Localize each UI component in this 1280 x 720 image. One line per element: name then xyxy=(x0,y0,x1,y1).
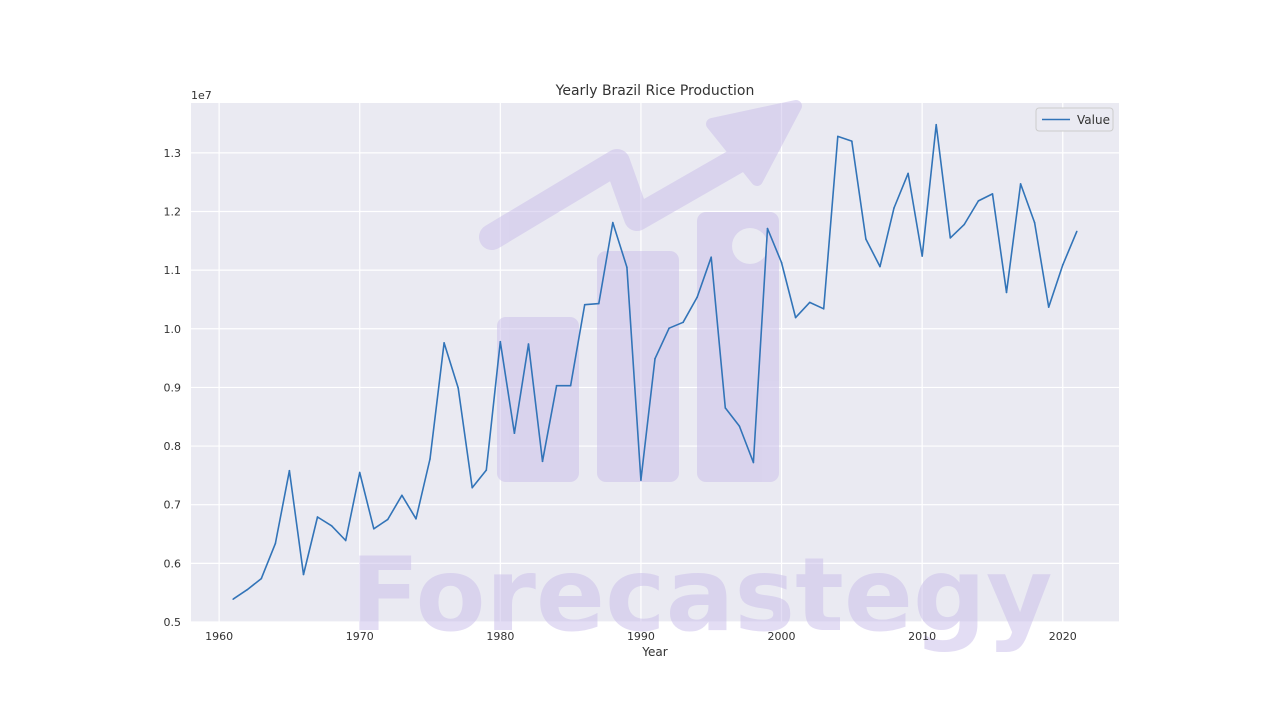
data-point xyxy=(387,518,389,521)
data-point xyxy=(471,486,474,489)
data-point xyxy=(836,135,839,138)
data-point xyxy=(485,469,488,471)
data-point xyxy=(302,573,305,576)
watermark-bar-1 xyxy=(497,317,579,482)
data-point xyxy=(794,316,797,319)
data-point xyxy=(569,384,572,387)
data-point xyxy=(415,517,417,520)
data-point xyxy=(260,577,263,580)
data-point xyxy=(541,460,544,463)
data-point xyxy=(232,598,234,600)
watermark-bar-3 xyxy=(697,212,779,482)
x-tick-label: 1960 xyxy=(205,630,233,643)
y-tick-label: 0.9 xyxy=(164,381,182,394)
x-tick-label: 2000 xyxy=(768,630,796,643)
data-point xyxy=(583,303,586,306)
data-point xyxy=(612,221,614,224)
y-tick-label: 0.6 xyxy=(164,557,182,570)
data-point xyxy=(316,516,319,518)
y-tick-label: 1.2 xyxy=(164,205,182,218)
data-point xyxy=(372,527,375,530)
data-point xyxy=(274,542,277,545)
x-axis-label: Year xyxy=(641,645,667,659)
watermark-dot xyxy=(732,228,768,264)
data-point xyxy=(710,256,713,259)
data-point xyxy=(738,425,741,427)
data-point xyxy=(358,471,361,474)
y-tick-label: 1.0 xyxy=(164,323,182,336)
y-tick-label: 1.3 xyxy=(164,147,182,160)
watermark-arrow-icon xyxy=(479,139,765,250)
y-tick-labels: 0.5 0.6 0.7 0.8 0.9 1.0 1.1 1.2 1.3 xyxy=(164,147,182,629)
data-point xyxy=(907,172,909,175)
data-point xyxy=(344,539,347,542)
x-tick-label: 1990 xyxy=(627,630,655,643)
data-point xyxy=(808,301,811,304)
data-point xyxy=(991,193,994,195)
x-tick-label: 2010 xyxy=(908,630,936,643)
data-points xyxy=(232,123,1078,600)
data-point xyxy=(527,343,530,345)
data-point xyxy=(288,469,291,472)
data-point xyxy=(879,265,881,268)
legend-box xyxy=(1035,107,1114,132)
y-tick-label: 0.7 xyxy=(164,499,182,512)
watermark-text: Forecastegy xyxy=(350,536,1053,655)
data-point xyxy=(1019,183,1022,185)
y-multiplier-label: 1e7 xyxy=(191,89,212,102)
watermark-bar-2 xyxy=(597,251,679,482)
data-point xyxy=(597,302,600,305)
data-point xyxy=(822,308,825,310)
chart-title: Yearly Brazil Rice Production xyxy=(555,83,755,99)
y-tick-label: 1.1 xyxy=(164,264,182,277)
data-point xyxy=(1005,291,1008,294)
data-point xyxy=(626,266,628,269)
data-point xyxy=(977,200,980,202)
data-point xyxy=(429,458,431,460)
data-point xyxy=(443,342,445,344)
legend: Value xyxy=(1035,107,1114,132)
data-point xyxy=(499,340,502,343)
x-tick-labels: 1960 1970 1980 1990 2000 2010 2020 xyxy=(205,630,1077,643)
data-point xyxy=(724,407,727,409)
data-point xyxy=(851,140,853,142)
data-point xyxy=(752,461,755,464)
data-point xyxy=(949,237,952,239)
data-point xyxy=(893,207,895,209)
data-point xyxy=(935,123,938,126)
x-tick-label: 1980 xyxy=(486,630,514,643)
legend-label-value: Value xyxy=(1077,113,1110,127)
data-point xyxy=(921,255,923,257)
data-point xyxy=(696,296,698,298)
x-tick-label: 2020 xyxy=(1049,630,1077,643)
y-tick-label: 0.8 xyxy=(164,440,182,453)
data-point xyxy=(640,479,642,481)
data-point xyxy=(1047,306,1050,308)
data-point xyxy=(766,227,769,230)
data-point xyxy=(330,525,333,527)
data-point xyxy=(654,357,656,360)
data-point xyxy=(513,432,516,434)
data-point xyxy=(1033,221,1036,224)
x-tick-label: 1970 xyxy=(346,630,374,643)
data-point xyxy=(865,238,867,240)
data-point xyxy=(457,387,459,389)
watermark-logo: Forecastegy xyxy=(350,100,1053,655)
data-point xyxy=(963,223,966,226)
data-point xyxy=(401,494,403,497)
data-point xyxy=(1061,264,1064,266)
data-point xyxy=(668,327,670,329)
data-point xyxy=(682,321,684,324)
y-tick-label: 0.5 xyxy=(164,616,182,629)
data-point xyxy=(780,261,783,264)
data-point xyxy=(1076,230,1078,233)
data-point xyxy=(555,384,558,387)
watermark-arrowhead-icon xyxy=(706,100,802,186)
data-point xyxy=(246,588,249,591)
